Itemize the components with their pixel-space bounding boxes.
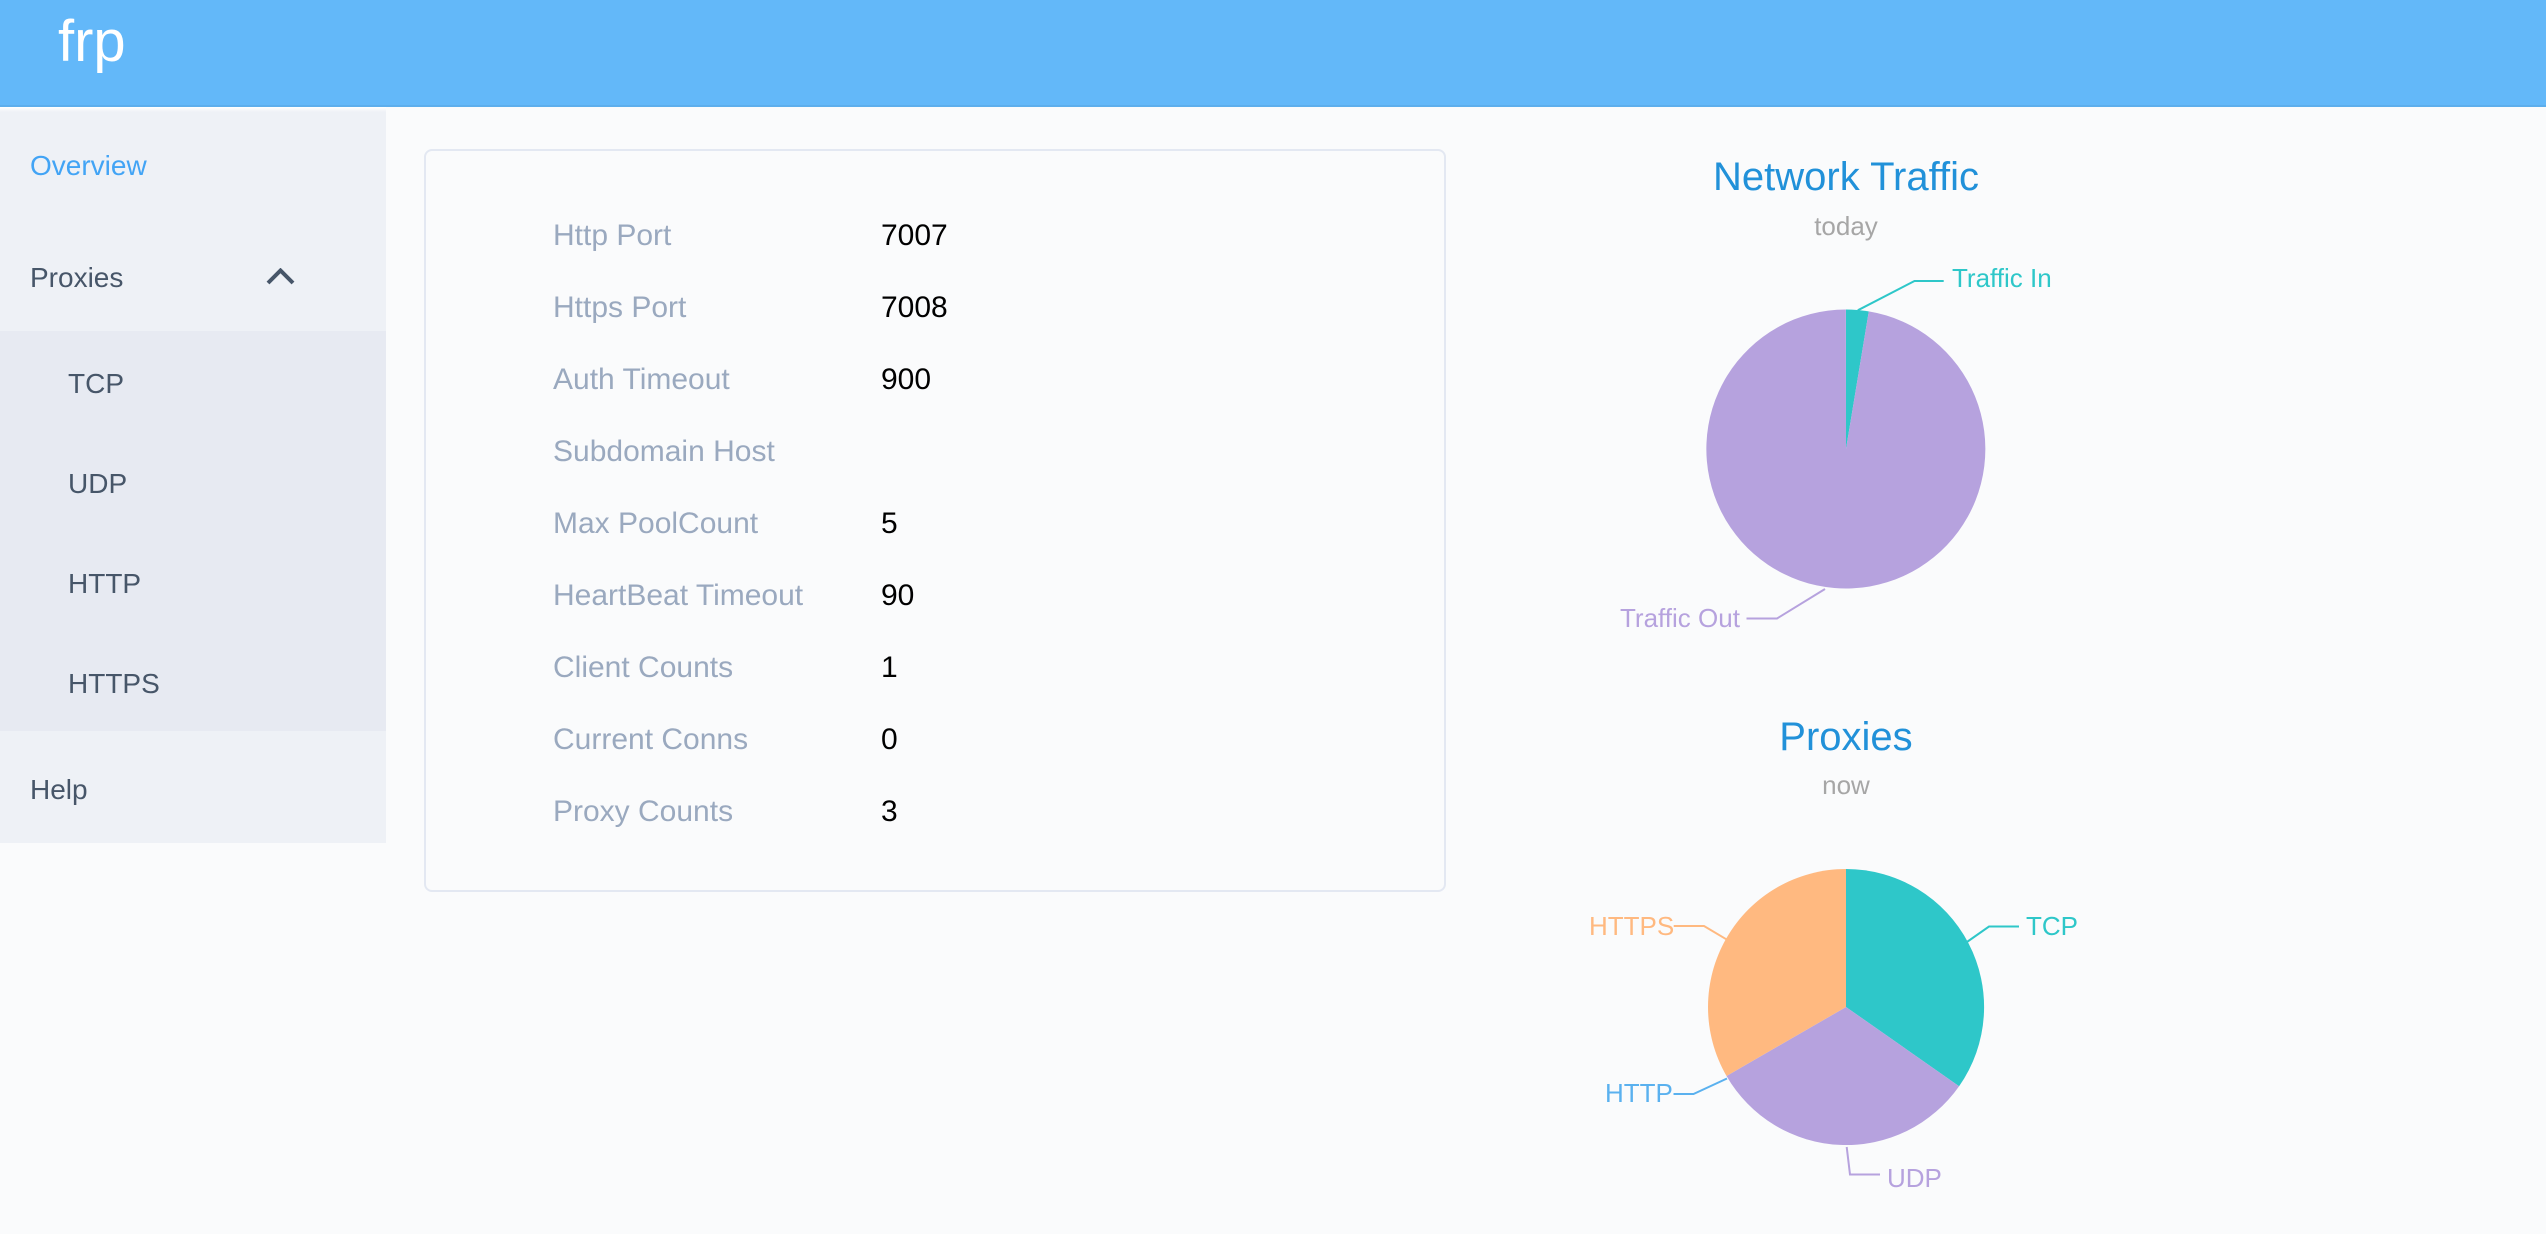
svg-text:Proxies: Proxies <box>1779 715 1912 759</box>
svg-text:Traffic In: Traffic In <box>1952 263 2052 293</box>
svg-text:Traffic Out: Traffic Out <box>1620 603 1741 633</box>
svg-text:Network Traffic: Network Traffic <box>1713 155 1979 199</box>
svg-text:now: now <box>1822 770 1870 800</box>
svg-text:TCP: TCP <box>2026 911 2078 941</box>
svg-text:HTTP: HTTP <box>1605 1078 1673 1108</box>
svg-text:HTTPS: HTTPS <box>1589 911 1674 941</box>
svg-text:UDP: UDP <box>1887 1163 1942 1193</box>
svg-text:today: today <box>1814 211 1878 241</box>
